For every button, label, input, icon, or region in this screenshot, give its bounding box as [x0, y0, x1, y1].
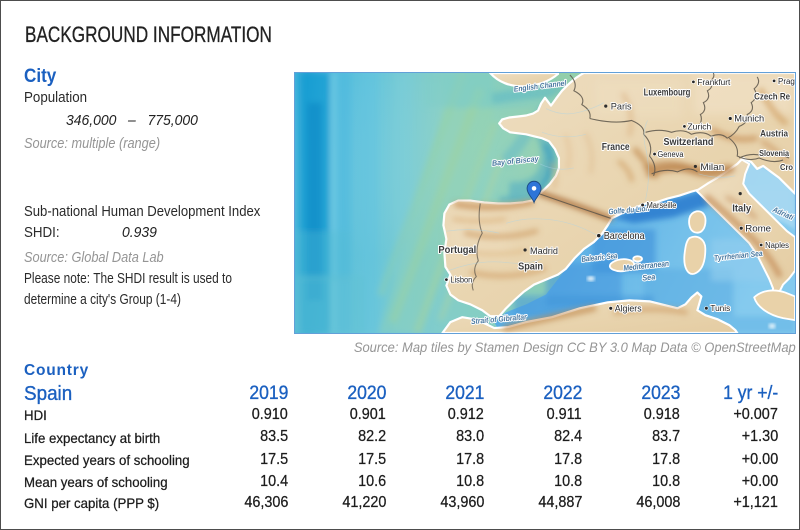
svg-text:Slovenia: Slovenia — [759, 148, 789, 158]
svg-text:Portugal: Portugal — [438, 245, 476, 256]
svg-text:Geneva: Geneva — [658, 150, 684, 159]
svg-text:Czech Re: Czech Re — [754, 92, 790, 102]
svg-text:Frankfurt: Frankfurt — [697, 78, 731, 87]
svg-text:Barcelona: Barcelona — [604, 231, 645, 242]
svg-text:Italy: Italy — [732, 203, 751, 214]
svg-text:Marseille: Marseille — [647, 200, 677, 210]
svg-text:Pragu: Pragu — [778, 77, 795, 86]
svg-text:Zurich: Zurich — [687, 122, 711, 131]
svg-text:Naples: Naples — [765, 241, 789, 250]
svg-text:Cro: Cro — [780, 162, 793, 172]
svg-text:Switzerland: Switzerland — [664, 137, 714, 148]
svg-text:Sea: Sea — [642, 272, 656, 282]
svg-text:Lisbon: Lisbon — [450, 276, 472, 285]
svg-text:Luxembourg: Luxembourg — [644, 88, 691, 99]
svg-text:Paris: Paris — [611, 102, 632, 112]
svg-text:Munich: Munich — [734, 113, 764, 123]
svg-text:Spain: Spain — [518, 262, 543, 273]
svg-text:Austria: Austria — [760, 128, 789, 138]
svg-text:Tunis: Tunis — [710, 303, 730, 313]
svg-text:Rome: Rome — [745, 223, 771, 234]
svg-text:Algiers: Algiers — [615, 303, 642, 314]
svg-text:Milan: Milan — [700, 162, 724, 172]
svg-text:Madrid: Madrid — [530, 246, 558, 256]
svg-text:France: France — [602, 142, 630, 153]
